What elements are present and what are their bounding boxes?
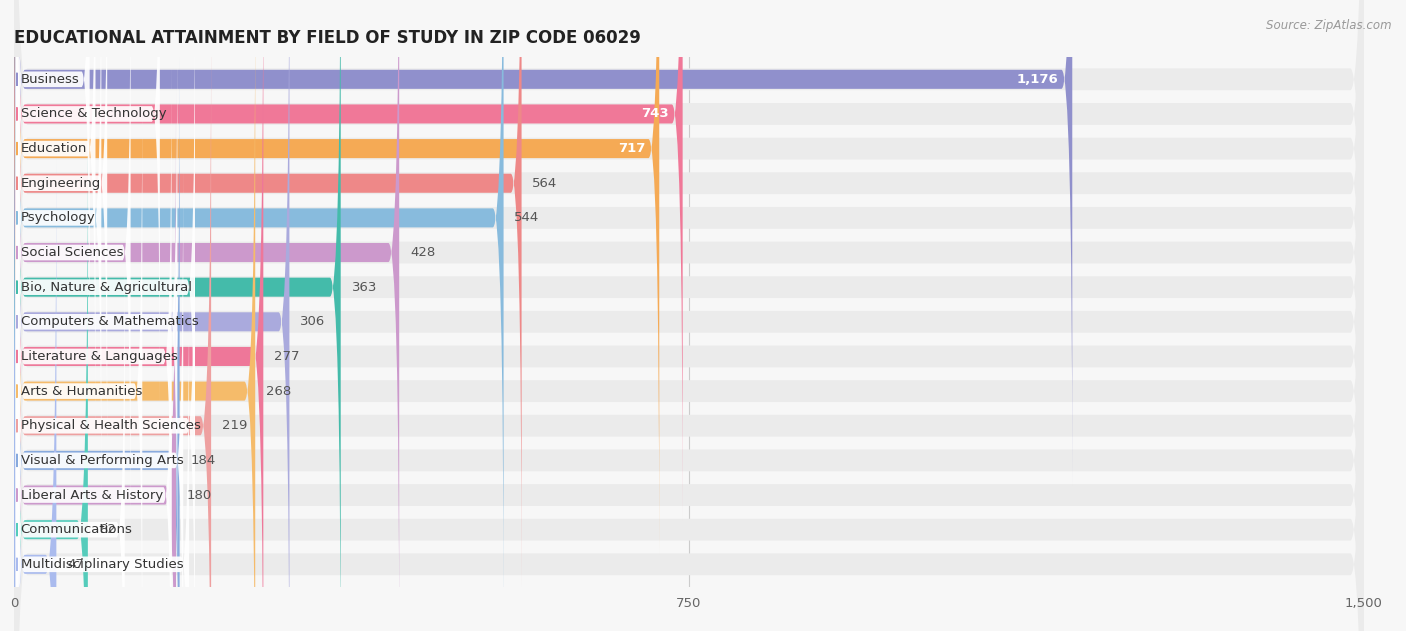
Text: Visual & Performing Arts: Visual & Performing Arts (21, 454, 183, 467)
Text: Business: Business (21, 73, 80, 86)
Text: 564: 564 (533, 177, 558, 190)
FancyBboxPatch shape (15, 18, 177, 626)
FancyBboxPatch shape (14, 0, 683, 520)
FancyBboxPatch shape (14, 0, 522, 589)
FancyBboxPatch shape (14, 56, 1364, 631)
Text: 363: 363 (352, 281, 377, 293)
Text: 180: 180 (187, 488, 212, 502)
FancyBboxPatch shape (14, 54, 180, 631)
FancyBboxPatch shape (15, 191, 172, 631)
Text: 306: 306 (301, 316, 325, 328)
Text: Physical & Health Sciences: Physical & Health Sciences (21, 419, 201, 432)
FancyBboxPatch shape (14, 0, 1364, 631)
Text: 82: 82 (98, 523, 115, 536)
FancyBboxPatch shape (14, 0, 1364, 631)
FancyBboxPatch shape (14, 0, 256, 631)
FancyBboxPatch shape (15, 0, 131, 557)
FancyBboxPatch shape (14, 21, 1364, 631)
FancyBboxPatch shape (14, 89, 176, 631)
Text: 1,176: 1,176 (1017, 73, 1059, 86)
FancyBboxPatch shape (15, 0, 107, 487)
Text: 544: 544 (515, 211, 540, 225)
Text: 277: 277 (274, 350, 299, 363)
FancyBboxPatch shape (14, 0, 1364, 631)
FancyBboxPatch shape (14, 0, 1364, 588)
Text: Arts & Humanities: Arts & Humanities (21, 385, 142, 398)
FancyBboxPatch shape (15, 52, 172, 631)
FancyBboxPatch shape (14, 0, 1364, 631)
FancyBboxPatch shape (14, 20, 211, 631)
Text: Source: ZipAtlas.com: Source: ZipAtlas.com (1267, 19, 1392, 32)
Text: Communications: Communications (21, 523, 132, 536)
FancyBboxPatch shape (14, 0, 503, 624)
FancyBboxPatch shape (14, 158, 56, 631)
FancyBboxPatch shape (15, 87, 142, 631)
FancyBboxPatch shape (15, 0, 101, 522)
FancyBboxPatch shape (15, 122, 195, 631)
FancyBboxPatch shape (14, 0, 399, 631)
Text: 47: 47 (67, 558, 84, 571)
Text: Computers & Mathematics: Computers & Mathematics (21, 316, 198, 328)
Text: Literature & Languages: Literature & Languages (21, 350, 177, 363)
FancyBboxPatch shape (14, 0, 1364, 631)
FancyBboxPatch shape (14, 0, 1073, 485)
Text: 428: 428 (411, 246, 436, 259)
FancyBboxPatch shape (14, 0, 1364, 631)
FancyBboxPatch shape (14, 0, 290, 631)
Text: Education: Education (21, 142, 87, 155)
Text: Multidisciplinary Studies: Multidisciplinary Studies (21, 558, 183, 571)
FancyBboxPatch shape (14, 0, 340, 631)
FancyBboxPatch shape (15, 261, 188, 631)
FancyBboxPatch shape (14, 124, 87, 631)
Text: 184: 184 (190, 454, 215, 467)
Text: 743: 743 (641, 107, 669, 121)
FancyBboxPatch shape (14, 0, 1364, 631)
FancyBboxPatch shape (14, 0, 1364, 631)
FancyBboxPatch shape (14, 0, 1364, 623)
Text: Engineering: Engineering (21, 177, 101, 190)
FancyBboxPatch shape (15, 156, 183, 631)
Text: 219: 219 (222, 419, 247, 432)
FancyBboxPatch shape (14, 0, 1364, 631)
FancyBboxPatch shape (15, 0, 195, 591)
Text: Psychology: Psychology (21, 211, 96, 225)
FancyBboxPatch shape (14, 0, 263, 631)
FancyBboxPatch shape (14, 0, 659, 555)
Text: 268: 268 (266, 385, 291, 398)
Text: Bio, Nature & Agricultural: Bio, Nature & Agricultural (21, 281, 191, 293)
FancyBboxPatch shape (15, 0, 160, 418)
Text: 717: 717 (619, 142, 645, 155)
FancyBboxPatch shape (15, 0, 90, 383)
Text: Social Sciences: Social Sciences (21, 246, 124, 259)
Text: Liberal Arts & History: Liberal Arts & History (21, 488, 163, 502)
FancyBboxPatch shape (15, 0, 96, 452)
FancyBboxPatch shape (14, 0, 1364, 631)
Text: Science & Technology: Science & Technology (21, 107, 166, 121)
FancyBboxPatch shape (14, 0, 1364, 631)
FancyBboxPatch shape (15, 226, 125, 631)
Text: EDUCATIONAL ATTAINMENT BY FIELD OF STUDY IN ZIP CODE 06029: EDUCATIONAL ATTAINMENT BY FIELD OF STUDY… (14, 29, 641, 47)
